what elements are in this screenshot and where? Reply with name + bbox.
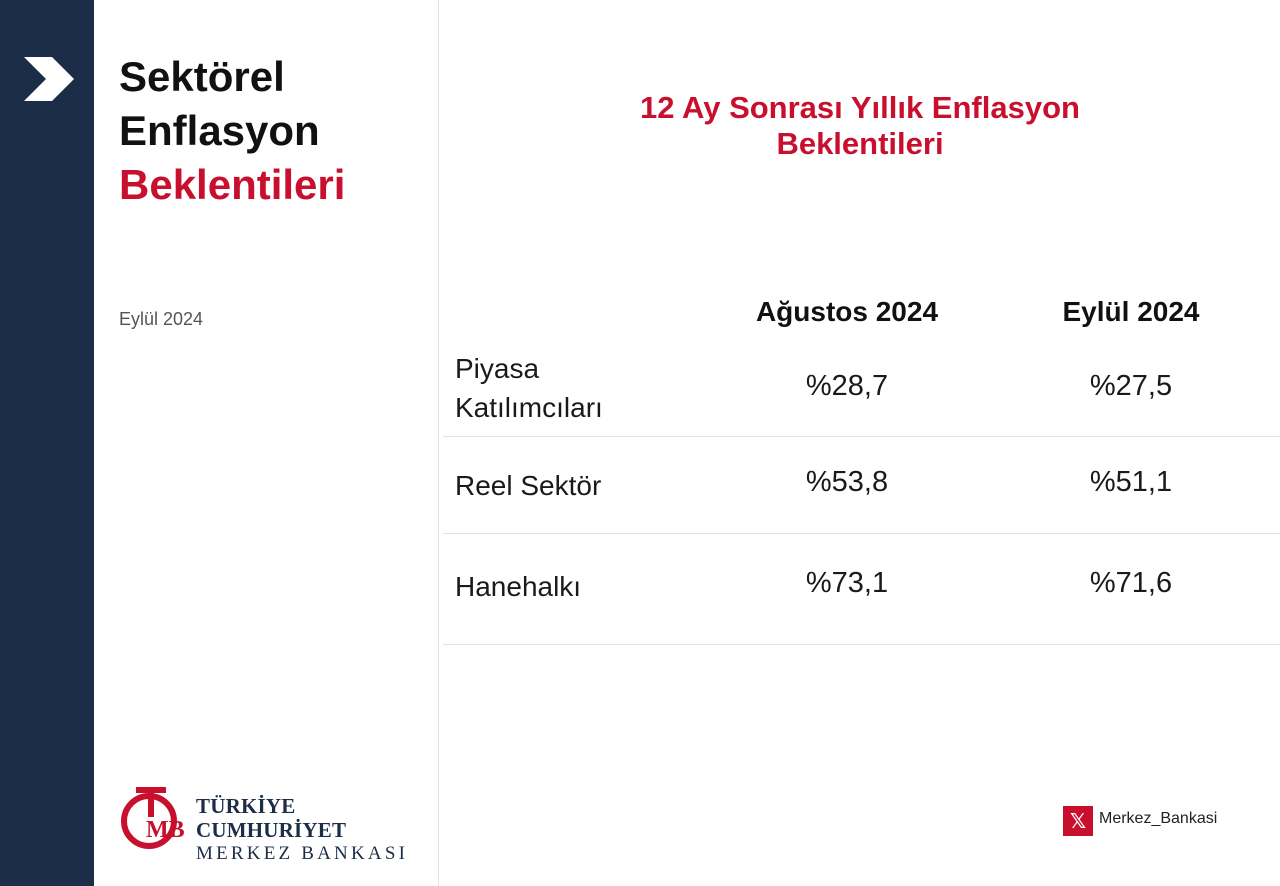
publication-date: Eylül 2024 [119, 309, 204, 329]
section-title: 12 Ay Sonrası Yıllık Enflasyon Beklentil… [560, 90, 1160, 162]
value-september: %51,1 [1089, 466, 1173, 498]
table-row-households: Hanehalkı %73,1 %71,6 [443, 534, 1280, 645]
tcmb-monogram-icon: MB [121, 787, 185, 849]
slide-title: Sektörel Enflasyon Beklentileri [119, 50, 429, 212]
column-header-august: Ağustos 2024 [755, 296, 939, 327]
logo-wordmark: TÜRKİYE CUMHURİYET MERKEZ BANKASI [196, 794, 418, 866]
logo-line-2: MERKEZ BANKASI [196, 843, 409, 864]
row-label: Hanehalkı [455, 571, 582, 602]
row-label-line-1: Piyasa [455, 353, 540, 384]
x-icon[interactable]: 𝕏 [1063, 806, 1093, 836]
value-august: %73,1 [805, 567, 889, 599]
row-label: Reel Sektör [455, 470, 602, 501]
column-header-september: Eylül 2024 [1062, 296, 1200, 327]
navy-side-bar [0, 0, 94, 886]
social-handle-text[interactable]: Merkez_Bankasi [1099, 810, 1218, 827]
chevron-right-icon [24, 57, 74, 101]
value-september: %71,6 [1089, 567, 1173, 599]
value-august: %53,8 [805, 466, 889, 498]
title-line-3: Beklentileri [119, 161, 346, 208]
value-september: %27,5 [1089, 370, 1173, 402]
logo-line-1: TÜRKİYE CUMHURİYET [196, 794, 347, 842]
table-row-market-participants: Piyasa Katılımcıları %28,7 %27,5 [443, 343, 1280, 437]
value-august: %28,7 [805, 370, 889, 402]
section-title-line-1: 12 Ay Sonrası Yıllık Enflasyon [640, 90, 1080, 125]
tcmb-logo: MB TÜRKİYE CUMHURİYET MERKEZ BANKASI [118, 785, 418, 864]
section-title-line-2: Beklentileri [776, 126, 944, 161]
title-line-2: Enflasyon [119, 107, 320, 154]
vertical-divider [438, 0, 439, 886]
row-label: Piyasa Katılımcıları [455, 349, 655, 427]
left-panel [94, 0, 438, 886]
row-label-line-2: Katılımcıları [455, 392, 603, 423]
svg-text:MB: MB [146, 817, 185, 843]
table-row-real-sector: Reel Sektör %53,8 %51,1 [443, 437, 1280, 534]
title-line-1: Sektörel [119, 53, 285, 100]
